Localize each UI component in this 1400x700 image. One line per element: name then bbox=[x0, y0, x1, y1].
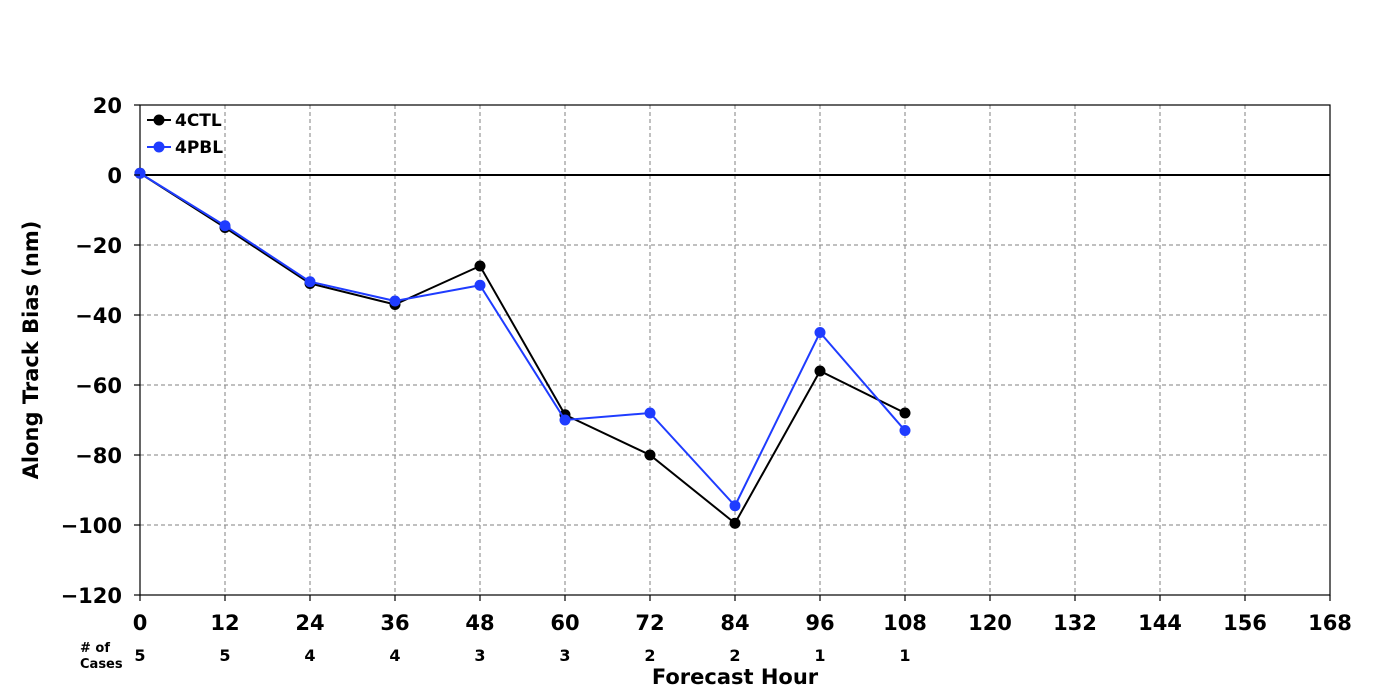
data-point-4PBL-12 bbox=[219, 220, 231, 232]
data-point-4CTL-48 bbox=[474, 260, 486, 272]
legend-swatch-marker-4CTL bbox=[153, 114, 165, 126]
data-point-4CTL-96 bbox=[814, 365, 826, 377]
data-point-4PBL-36 bbox=[389, 295, 401, 307]
case-count-84: 2 bbox=[729, 646, 740, 665]
y-axis-title: Along Track Bias (nm) bbox=[19, 221, 43, 480]
x-tick-label-2: 24 bbox=[295, 611, 324, 635]
data-point-4PBL-0 bbox=[134, 167, 146, 179]
y-tick-label-4: −60 bbox=[75, 374, 122, 398]
y-tick-label-5: −80 bbox=[75, 444, 122, 468]
x-tick-label-11: 132 bbox=[1053, 611, 1097, 635]
case-count-60: 3 bbox=[559, 646, 570, 665]
series-layer bbox=[134, 167, 911, 529]
data-point-4CTL-108 bbox=[899, 407, 911, 419]
data-point-4PBL-48 bbox=[474, 279, 486, 291]
x-tick-label-10: 120 bbox=[968, 611, 1012, 635]
series-line-4PBL bbox=[139, 172, 906, 508]
data-point-4PBL-24 bbox=[304, 276, 316, 288]
series-line-4CTL bbox=[139, 172, 906, 525]
case-count-36: 4 bbox=[389, 646, 400, 665]
x-axis-title: Forecast Hour bbox=[652, 665, 819, 689]
x-tick-label-0: 0 bbox=[133, 611, 148, 635]
legend-swatch-marker-4PBL bbox=[153, 141, 165, 153]
x-tick-label-9: 108 bbox=[883, 611, 927, 635]
y-tick-label-1: 0 bbox=[107, 164, 122, 188]
legend-item-4CTL: 4CTL bbox=[147, 111, 222, 131]
y-axis-ticks: 20 0 −20 −40 −60 −80 −100 −120 bbox=[61, 94, 140, 608]
cases-title-line2: Cases bbox=[80, 657, 123, 672]
data-point-4CTL-84 bbox=[729, 517, 741, 529]
y-tick-label-2: −20 bbox=[75, 234, 122, 258]
case-count-108: 1 bbox=[899, 646, 910, 665]
data-point-4PBL-60 bbox=[559, 414, 571, 426]
cases-title-line1: # of bbox=[80, 641, 110, 656]
x-tick-label-12: 144 bbox=[1138, 611, 1182, 635]
data-point-4PBL-84 bbox=[729, 500, 741, 512]
case-count-96: 1 bbox=[814, 646, 825, 665]
legend-label-4PBL: 4PBL bbox=[175, 138, 223, 158]
x-axis-ticks: 0 12 24 36 48 60 72 84 96 108 120 132 144 156 168 bbox=[133, 595, 1352, 635]
y-tick-label-7: −120 bbox=[61, 584, 122, 608]
x-tick-label-14: 168 bbox=[1308, 611, 1352, 635]
case-count-48: 3 bbox=[474, 646, 485, 665]
y-tick-label-6: −100 bbox=[61, 514, 122, 538]
y-tick-label-3: −40 bbox=[75, 304, 122, 328]
y-tick-label-0: 20 bbox=[93, 94, 122, 118]
legend-item-4PBL: 4PBL bbox=[147, 138, 223, 158]
legend-label-4CTL: 4CTL bbox=[175, 111, 222, 131]
series-4CTL bbox=[134, 167, 911, 529]
x-tick-label-8: 96 bbox=[805, 611, 834, 635]
data-point-4PBL-96 bbox=[814, 327, 826, 338]
series-4PBL bbox=[134, 167, 911, 512]
x-tick-label-1: 12 bbox=[210, 611, 239, 635]
x-tick-label-13: 156 bbox=[1223, 611, 1267, 635]
x-tick-label-6: 72 bbox=[635, 611, 664, 635]
case-count-12: 5 bbox=[219, 646, 230, 665]
x-tick-label-4: 48 bbox=[465, 611, 494, 635]
x-tick-label-7: 84 bbox=[720, 611, 749, 635]
data-point-4CTL-72 bbox=[644, 449, 656, 461]
data-point-4PBL-72 bbox=[644, 407, 656, 419]
x-tick-label-3: 36 bbox=[380, 611, 409, 635]
cases-row: # of Cases 5 5 4 4 3 3 2 2 1 1 bbox=[80, 641, 911, 672]
x-tick-label-5: 60 bbox=[550, 611, 579, 635]
case-count-72: 2 bbox=[644, 646, 655, 665]
case-count-0: 5 bbox=[134, 646, 145, 665]
legend: 4CTL 4PBL bbox=[147, 111, 223, 158]
data-point-4PBL-108 bbox=[899, 425, 911, 436]
case-count-24: 4 bbox=[304, 646, 315, 665]
